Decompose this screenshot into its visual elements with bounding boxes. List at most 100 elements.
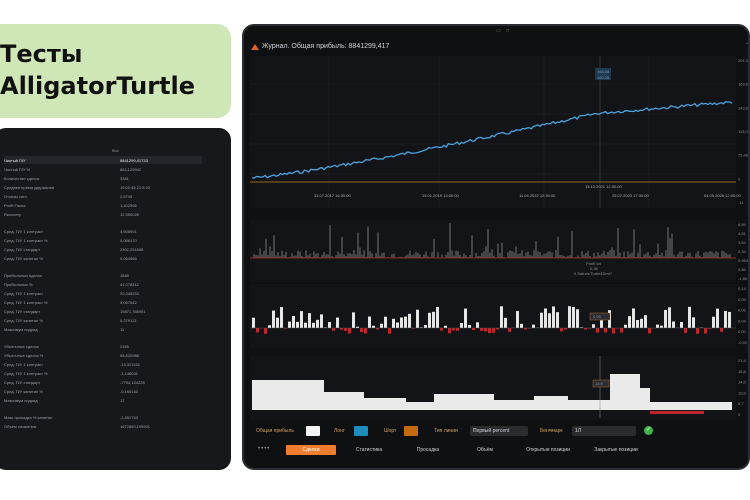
stat-row: Сред. П/У 1 контракт % 0,067542 xyxy=(4,298,202,306)
monthly-bar xyxy=(704,328,707,334)
monthly-bar xyxy=(364,328,367,334)
stat-value: 19871,765951 xyxy=(120,309,146,314)
date-label: 15.10.2021 12:00:00 xyxy=(585,184,622,189)
tab-open-positions[interactable]: Открытые позиции xyxy=(526,447,570,453)
monthly-bar xyxy=(668,307,671,328)
date-label: 11.04.2022 12:30:00 xyxy=(519,193,556,198)
window-top-bar: ▭ □ xyxy=(244,26,748,40)
axis-tick-label: 0,86 xyxy=(738,267,747,272)
stat-row: Убыточных сделок 2165 xyxy=(4,342,202,350)
tab-volume[interactable]: Объём xyxy=(477,447,493,453)
stat-row: Убыточных сделок % 58,820988 xyxy=(4,351,202,359)
stat-label: Количество сделок xyxy=(4,176,40,181)
step-annotation: 13,9 xyxy=(595,381,604,386)
date-label: 25.07.2023 17:30:00 xyxy=(612,193,649,198)
step-annotation-box xyxy=(592,379,610,388)
stat-row: Макс просадка % капитал -1,552763 xyxy=(4,413,202,421)
monthly-bar xyxy=(664,309,667,328)
stat-label: Объем сложения xyxy=(4,424,36,429)
apply-check-icon[interactable]: ✓ xyxy=(644,426,653,435)
axis-tick-label: -0,02 xyxy=(738,340,748,345)
window-maximize-button[interactable]: □ xyxy=(506,28,510,34)
tab-closed-positions[interactable]: Закрытые позиции xyxy=(594,447,638,453)
stat-row: Recovery 12,350028 xyxy=(4,210,202,218)
monthly-bar xyxy=(540,312,543,328)
yearly-step xyxy=(252,380,266,410)
short-color-swatch[interactable] xyxy=(404,426,418,436)
stat-value: 2302,251668 xyxy=(120,247,144,252)
stat-value: 11 xyxy=(120,327,125,332)
axis-tick-label: 0 xyxy=(738,176,741,181)
stat-row: Сред. П/У 1 контракт 20,345253 xyxy=(4,289,202,297)
stat-value: 19:02:45 21:5:20 xyxy=(120,185,151,190)
stat-label: Максимум подряд xyxy=(4,398,38,403)
stat-row: Сред. П/У 1 контракт 4,505991 xyxy=(4,227,202,235)
monthly-bar xyxy=(456,328,459,331)
stat-value: 58,820988 xyxy=(120,353,139,358)
date-label: 15.01.2019 13:00:00 xyxy=(422,193,459,198)
stat-label: Сред. П/У 1 контракт % xyxy=(4,300,48,305)
monthly-bar xyxy=(288,321,291,328)
axis-tick-label: 14,5 xyxy=(738,380,747,385)
stat-row: Сред. П/У капитал % 0,379113 xyxy=(4,316,202,324)
monthly-bar xyxy=(352,312,355,328)
monthly-bar xyxy=(636,319,639,328)
monthly-bar xyxy=(720,328,723,332)
stat-value: 0,067542 xyxy=(120,300,137,305)
bottom-tabs: •••• Сделки Статистика Просадка Объём От… xyxy=(244,444,748,456)
monthly-bar xyxy=(556,312,559,328)
stat-row: Сред. П/У 1 контракт -13,321161 xyxy=(4,360,202,368)
long-color-swatch[interactable] xyxy=(354,426,368,436)
stat-value: 41,078312 xyxy=(120,282,139,287)
monthly-bar xyxy=(612,328,615,334)
trade-annotation: 0,38 xyxy=(590,266,599,271)
stat-label: Макс просадка % капитал xyxy=(4,415,53,420)
equity-axis: 201,35 169,64 143,81 113,02 72,48 0 -11 xyxy=(738,58,750,205)
monthly-bar xyxy=(416,309,419,328)
yearly-step xyxy=(640,388,650,410)
monthly-bar xyxy=(388,328,391,334)
legend-bar: Общая прибыль Лонг Шорт Тип линии Первый… xyxy=(244,423,748,441)
monthly-bar xyxy=(400,317,403,328)
monthly-bar xyxy=(428,312,431,328)
window-restore-button[interactable]: ▭ xyxy=(496,28,501,34)
more-dots-icon[interactable]: •••• xyxy=(258,446,271,452)
tab-trades[interactable]: Сделки xyxy=(286,445,336,455)
monthly-bar xyxy=(576,309,579,328)
stat-label: Прибыльных % xyxy=(4,282,33,287)
monthly-bar xyxy=(496,328,499,330)
axis-tick-label: 10,9 xyxy=(738,390,747,395)
trading-journal-window: ▭ □ Журнал. Общая прибыль: 8841299,417 –… xyxy=(242,24,750,470)
benchmark-select[interactable]: 1Л ↕ xyxy=(572,426,636,436)
axis-tick-label: 113,02 xyxy=(738,129,750,134)
axis-tick-label: -11 xyxy=(738,200,744,205)
monthly-bar xyxy=(404,316,407,328)
profit-color-swatch[interactable] xyxy=(306,426,320,436)
stat-value: 1848 xyxy=(120,273,129,278)
yearly-steps xyxy=(252,374,732,410)
monthly-bar xyxy=(476,322,479,328)
yearly-step xyxy=(434,394,494,410)
yearly-step xyxy=(650,402,708,410)
monthly-bar xyxy=(580,327,583,328)
stat-value: 1,402996 xyxy=(120,203,137,208)
monthly-bar xyxy=(520,323,523,328)
monthly-bar xyxy=(308,313,311,328)
axis-tick-label: 0,14 xyxy=(738,286,747,291)
stat-row: Сред. П/У стандарт -7794,124228 xyxy=(4,378,202,386)
minimize-button[interactable]: – xyxy=(746,38,748,49)
tab-statistics[interactable]: Статистика xyxy=(355,447,383,453)
monthly-bar xyxy=(656,324,659,328)
chart-type-select[interactable]: Первый percent ↕ xyxy=(470,426,528,436)
stat-label: Максимум подряд xyxy=(4,327,38,332)
stat-label: Отказы сигн. xyxy=(4,194,28,199)
stat-row: Количество сделок 3381 xyxy=(4,174,202,182)
tab-drawdown[interactable]: Просадка xyxy=(416,447,440,453)
yearly-step xyxy=(534,396,568,410)
stats-column-header: Все xyxy=(112,148,119,153)
yearly-step xyxy=(494,400,534,410)
monthly-bar xyxy=(628,316,631,328)
monthly-bar xyxy=(252,317,255,328)
stat-row: Чистый П/У 8841299,41733 xyxy=(4,156,202,164)
stat-row: Сред. П/У капитал % -0,165163 xyxy=(4,387,202,395)
